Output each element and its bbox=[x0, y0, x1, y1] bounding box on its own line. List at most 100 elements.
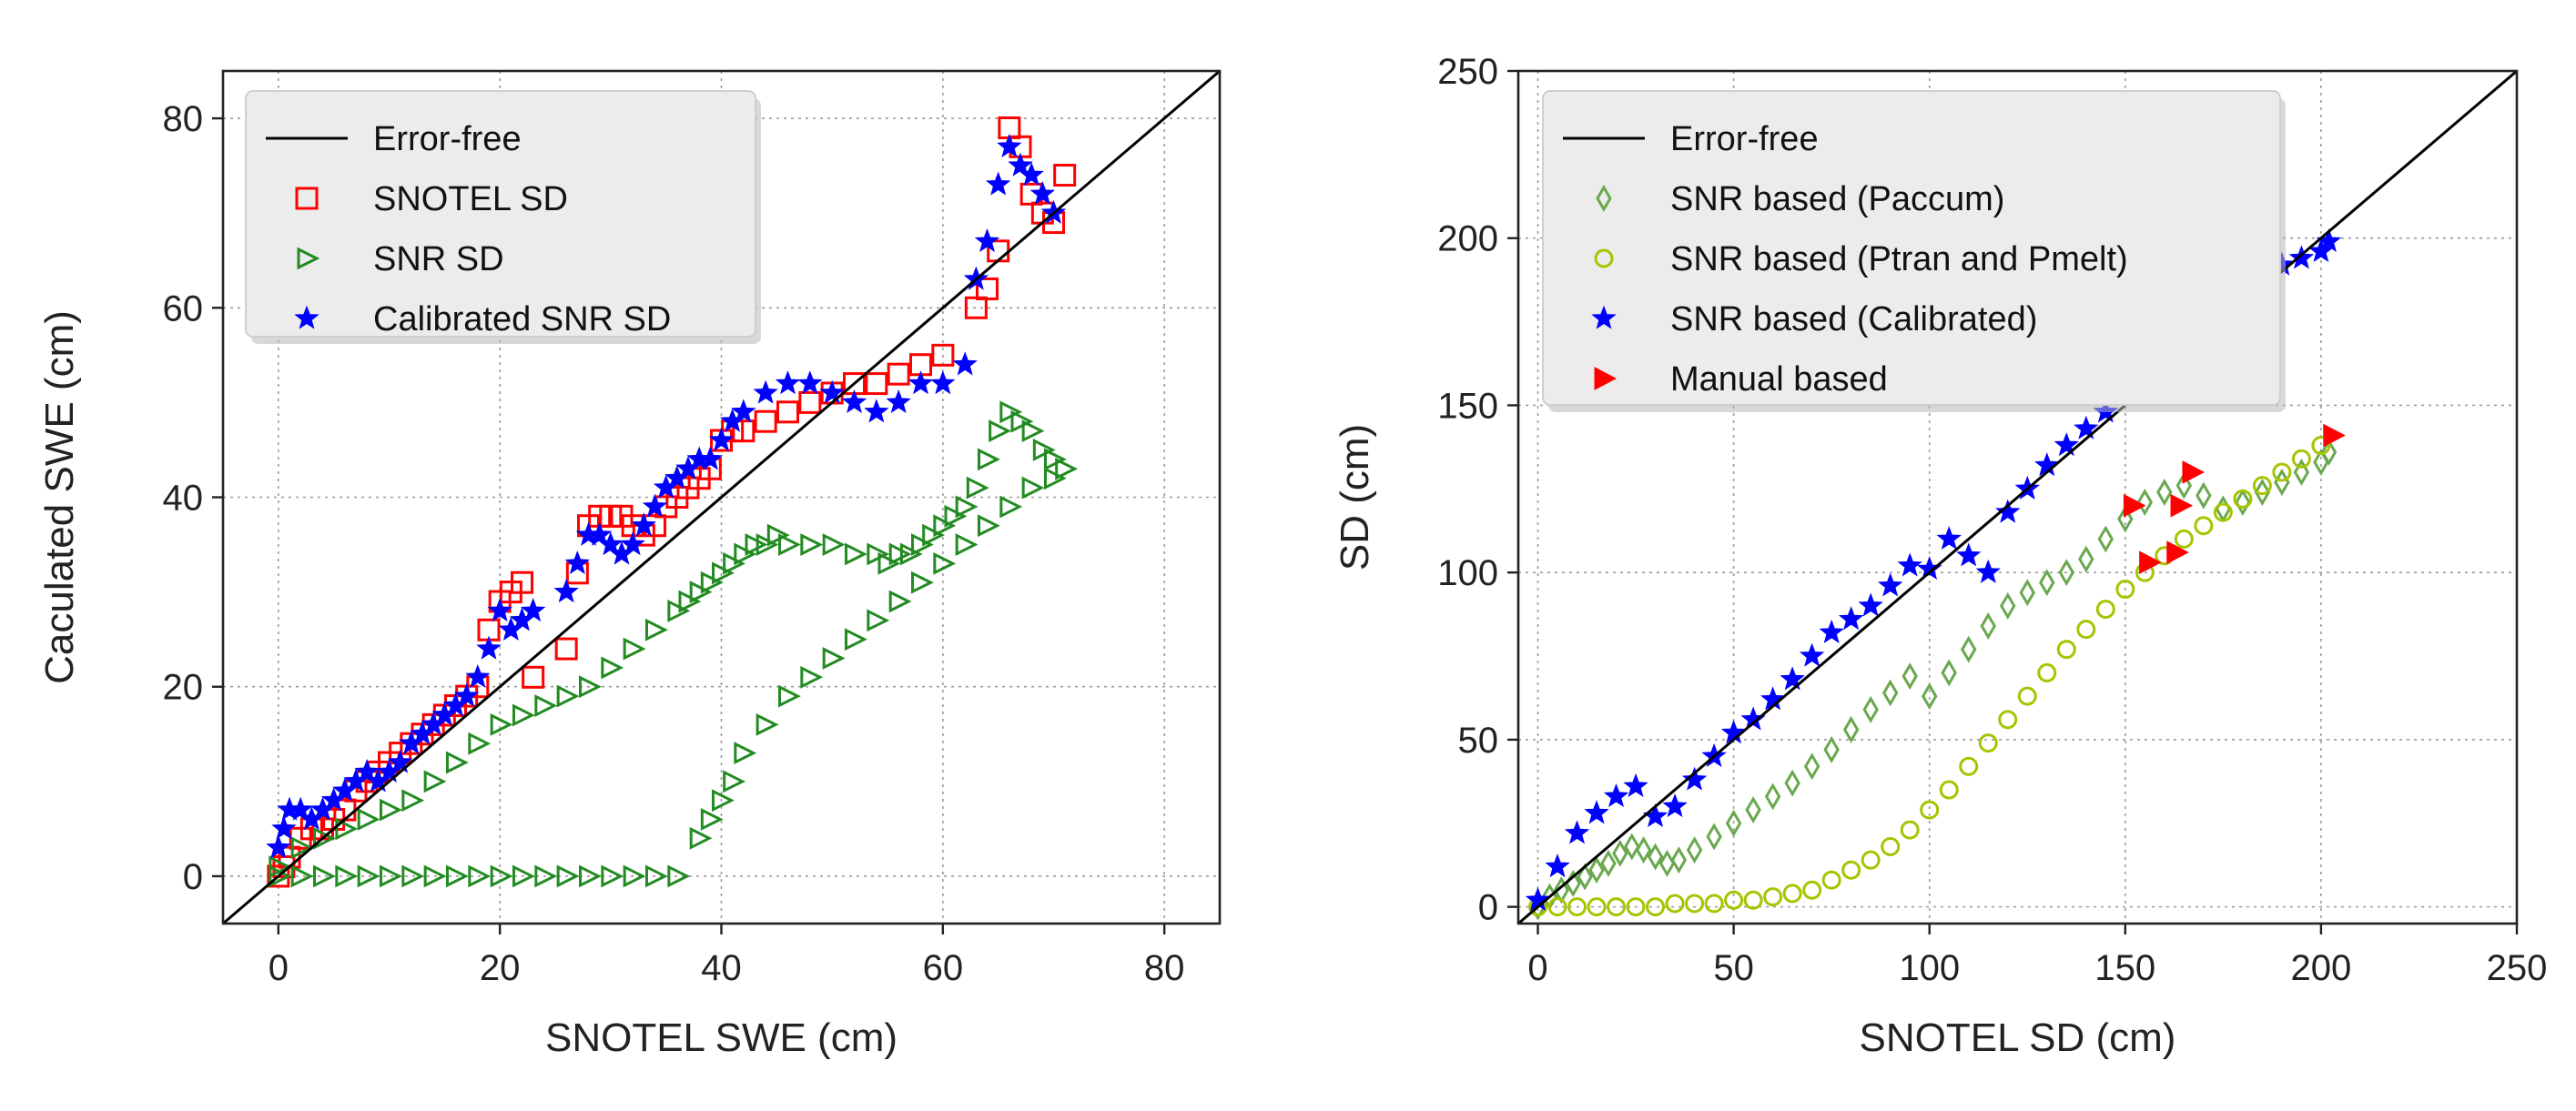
series-manual-based bbox=[2123, 423, 2346, 574]
x-tick-label: 80 bbox=[1144, 948, 1185, 988]
data-point bbox=[313, 864, 336, 888]
data-point bbox=[766, 523, 790, 547]
data-point bbox=[453, 682, 480, 707]
data-point bbox=[2274, 468, 2290, 496]
data-point bbox=[978, 514, 1000, 538]
data-point bbox=[911, 571, 934, 594]
data-point bbox=[1941, 659, 1957, 687]
legend-label: SNOTEL SD bbox=[373, 180, 568, 218]
data-point bbox=[642, 493, 668, 518]
data-point bbox=[623, 637, 646, 661]
x-tick-label: 250 bbox=[2487, 948, 2548, 988]
data-point bbox=[487, 597, 512, 622]
data-point bbox=[1842, 715, 1860, 743]
data-point bbox=[952, 351, 978, 376]
y-tick-label: 200 bbox=[1437, 219, 1498, 259]
data-point bbox=[534, 694, 558, 717]
data-point bbox=[1685, 894, 1705, 914]
data-point bbox=[822, 533, 846, 556]
data-point bbox=[1764, 783, 1781, 811]
data-point bbox=[922, 523, 946, 547]
y-tick-label: 60 bbox=[163, 288, 204, 328]
data-point bbox=[534, 864, 558, 888]
data-point bbox=[1881, 679, 1899, 707]
data-point bbox=[2000, 591, 2016, 620]
data-point bbox=[864, 399, 889, 423]
legend-label: SNR based (Paccum) bbox=[1670, 180, 2004, 218]
legend-item: SNR based (Ptran and Pmelt) bbox=[1594, 240, 2128, 278]
data-point bbox=[357, 864, 380, 888]
data-point bbox=[401, 789, 425, 813]
data-point bbox=[908, 370, 934, 395]
data-point bbox=[2095, 600, 2115, 620]
data-point bbox=[2293, 458, 2310, 486]
data-point bbox=[579, 675, 602, 699]
data-point bbox=[2175, 471, 2193, 500]
x-tick-label: 60 bbox=[923, 948, 964, 988]
data-point bbox=[778, 684, 801, 708]
legend-marker bbox=[294, 305, 319, 329]
data-point bbox=[775, 370, 801, 395]
legend-label: Error-free bbox=[373, 120, 522, 158]
data-point bbox=[446, 751, 469, 774]
data-point bbox=[2058, 559, 2075, 587]
legend-item: SNR SD bbox=[297, 240, 504, 278]
data-point bbox=[2166, 540, 2189, 564]
data-point bbox=[1959, 756, 1979, 776]
data-point bbox=[2288, 245, 2315, 269]
data-point bbox=[1881, 836, 1901, 856]
data-point bbox=[313, 826, 336, 850]
data-point bbox=[2170, 493, 2194, 518]
data-point bbox=[623, 864, 646, 888]
x-tick-label: 200 bbox=[2291, 948, 2352, 988]
data-point bbox=[723, 770, 746, 793]
data-point bbox=[1782, 884, 1802, 904]
data-point bbox=[2252, 476, 2272, 496]
data-point bbox=[2233, 489, 2253, 509]
data-point bbox=[522, 665, 545, 689]
x-tick-label: 20 bbox=[480, 948, 521, 988]
data-point bbox=[1646, 897, 1666, 917]
legend-marker bbox=[1594, 367, 1618, 390]
data-point bbox=[865, 372, 888, 396]
data-point bbox=[974, 227, 1000, 253]
data-point bbox=[380, 798, 402, 822]
data-point bbox=[1900, 820, 1920, 840]
data-point bbox=[697, 446, 724, 470]
data-point bbox=[2215, 495, 2232, 523]
data-point bbox=[446, 864, 469, 888]
data-point bbox=[1821, 870, 1841, 890]
data-point bbox=[2039, 569, 2055, 597]
legend-label: SNR SD bbox=[373, 240, 504, 278]
data-point bbox=[931, 343, 955, 367]
data-point bbox=[1612, 839, 1628, 867]
data-point bbox=[2074, 415, 2099, 439]
y-tick-label: 40 bbox=[163, 479, 204, 519]
data-point bbox=[753, 379, 778, 404]
data-point bbox=[933, 514, 957, 538]
data-point bbox=[1577, 863, 1593, 891]
data-point bbox=[1010, 409, 1034, 433]
data-point bbox=[2174, 529, 2194, 549]
y-tick-label: 0 bbox=[1478, 888, 1498, 928]
data-point bbox=[1008, 152, 1033, 177]
data-point bbox=[553, 579, 579, 603]
data-point bbox=[1044, 467, 1067, 490]
data-point bbox=[667, 864, 691, 888]
legend: Error-free SNOTEL SD SNR SD Calibrated SNR … bbox=[245, 90, 761, 344]
data-point bbox=[712, 561, 735, 585]
data-point bbox=[554, 637, 578, 661]
legend-label: Error-free bbox=[1670, 120, 1819, 158]
data-point bbox=[1626, 897, 1646, 917]
legend-marker bbox=[1596, 185, 1612, 212]
data-point bbox=[1960, 635, 1977, 663]
data-point bbox=[1802, 880, 1822, 900]
chart-panel-1: 0 20 40 60 80 0 20 40 60 80 SNOTEL SWE (cm) Caculat… bbox=[37, 69, 1222, 1060]
data-point bbox=[1920, 800, 1940, 820]
data-point bbox=[667, 600, 691, 622]
data-point bbox=[731, 399, 756, 423]
data-point bbox=[423, 770, 447, 793]
x-tick-label: 0 bbox=[269, 948, 289, 988]
data-point bbox=[1670, 846, 1688, 874]
data-point bbox=[271, 815, 297, 840]
